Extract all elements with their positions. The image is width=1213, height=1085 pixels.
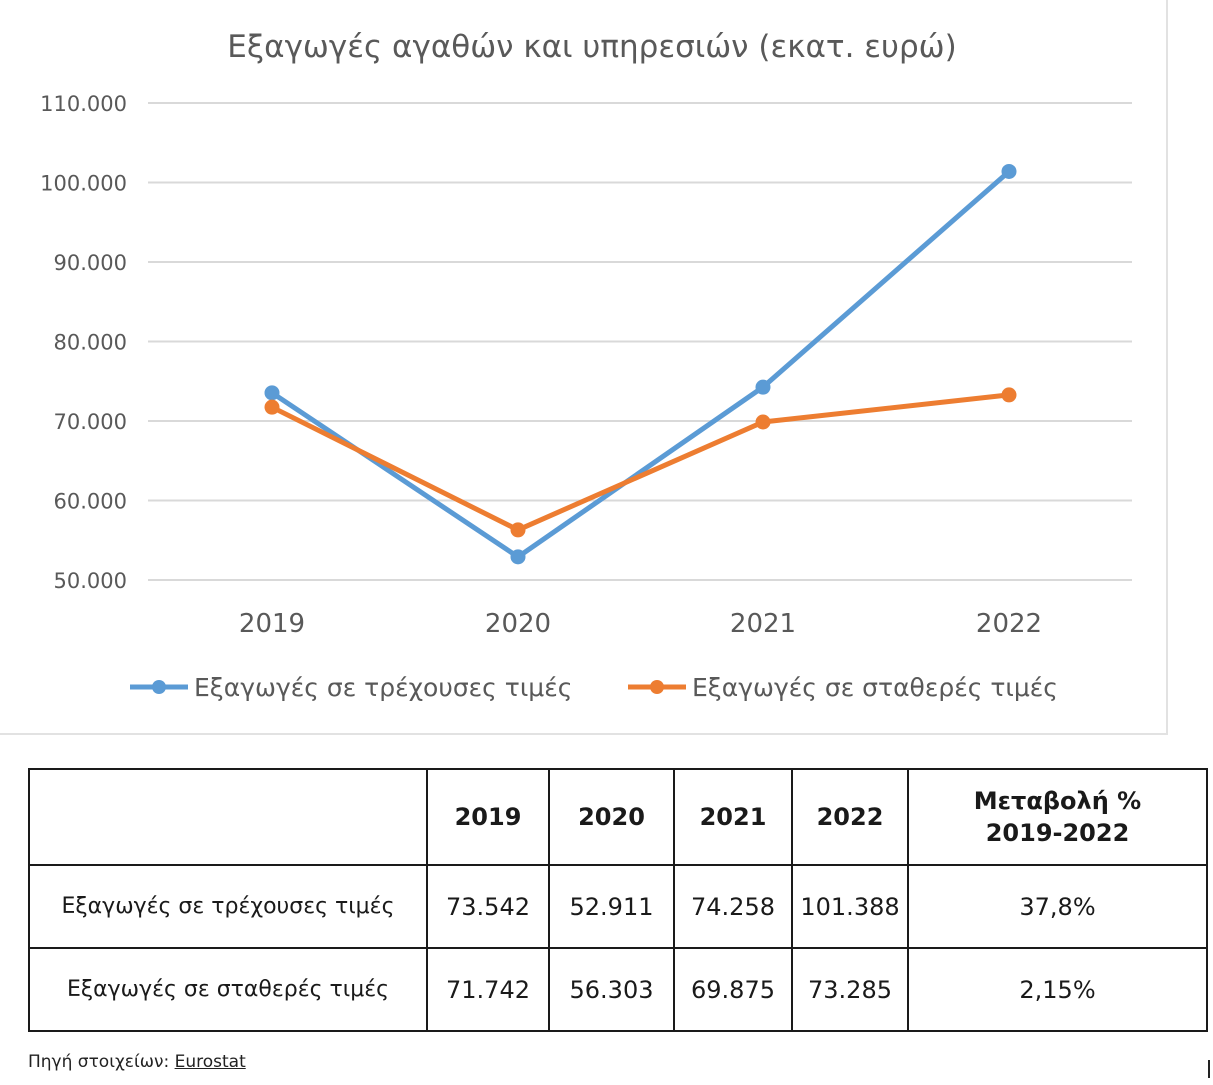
- table-cell: 71.742: [426, 947, 550, 1032]
- table-cell: 56.303: [548, 947, 675, 1032]
- y-tick-label: 70.000: [54, 410, 127, 434]
- table-row: Εξαγωγές σε τρέχουσες τιμές 73.542 52.91…: [28, 864, 1208, 949]
- table-cell: 73.285: [791, 947, 909, 1032]
- y-tick-label: 110.000: [40, 92, 127, 116]
- table-header-2020: 2020: [548, 768, 675, 866]
- data-point: [1001, 163, 1017, 179]
- legend-label: Εξαγωγές σε τρέχουσες τιμές: [194, 673, 572, 702]
- table-header-row: 2019 2020 2021 2022 Μεταβολή % 2019-2022: [28, 768, 1208, 866]
- series-line: [270, 392, 1010, 533]
- x-tick-label: 2022: [976, 609, 1042, 639]
- data-point: [755, 414, 771, 430]
- chart-title: Εξαγωγές αγαθών και υπηρεσιών (εκατ. ευρ…: [227, 29, 956, 65]
- legend-marker: [152, 680, 166, 694]
- table-header-change: Μεταβολή % 2019-2022: [907, 768, 1208, 866]
- chart-panel: Εξαγωγές αγαθών και υπηρεσιών (εκατ. ευρ…: [0, 0, 1168, 735]
- x-tick-label: 2020: [485, 609, 551, 639]
- data-point: [264, 399, 280, 415]
- data-point: [510, 549, 526, 565]
- table-cell: 2,15%: [907, 947, 1208, 1032]
- data-table: 2019 2020 2021 2022 Μεταβολή % 2019-2022…: [28, 768, 1208, 1032]
- row-label: Εξαγωγές σε τρέχουσες τιμές: [28, 864, 428, 949]
- table-row: Εξαγωγές σε σταθερές τιμές 71.742 56.303…: [28, 947, 1208, 1032]
- x-tick-label: 2019: [239, 609, 305, 639]
- table-header-empty: [28, 768, 428, 866]
- series-line: [270, 169, 1011, 560]
- x-tick-label: 2021: [730, 609, 796, 639]
- y-tick-label: 80.000: [54, 331, 127, 355]
- data-point: [264, 385, 280, 401]
- table-cell: 73.542: [426, 864, 550, 949]
- source-link[interactable]: Eurostat: [174, 1052, 246, 1072]
- table-cell: 52.911: [548, 864, 675, 949]
- legend-marker: [650, 680, 664, 694]
- table-header-2021: 2021: [673, 768, 793, 866]
- table-header-2019: 2019: [426, 768, 550, 866]
- legend-label: Εξαγωγές σε σταθερές τιμές: [692, 673, 1058, 702]
- data-point: [755, 379, 771, 395]
- source-prefix: Πηγή στοιχείων:: [28, 1052, 170, 1072]
- y-tick-label: 60.000: [54, 490, 127, 514]
- table-cell: 69.875: [673, 947, 793, 1032]
- table-cell: 37,8%: [907, 864, 1208, 949]
- row-label: Εξαγωγές σε σταθερές τιμές: [28, 947, 428, 1032]
- y-tick-label: 50.000: [54, 569, 127, 593]
- table-cell: 74.258: [673, 864, 793, 949]
- y-tick-label: 100.000: [40, 172, 127, 196]
- data-point: [1001, 387, 1017, 403]
- line-chart: Εξαγωγές αγαθών και υπηρεσιών (εκατ. ευρ…: [40, 29, 1132, 702]
- table-cell: 101.388: [791, 864, 909, 949]
- y-tick-label: 90.000: [54, 251, 127, 275]
- text-cursor: [1208, 1060, 1210, 1078]
- table-header-2022: 2022: [791, 768, 909, 866]
- source-note: Πηγή στοιχείων: Eurostat: [28, 1052, 246, 1072]
- data-point: [510, 522, 526, 538]
